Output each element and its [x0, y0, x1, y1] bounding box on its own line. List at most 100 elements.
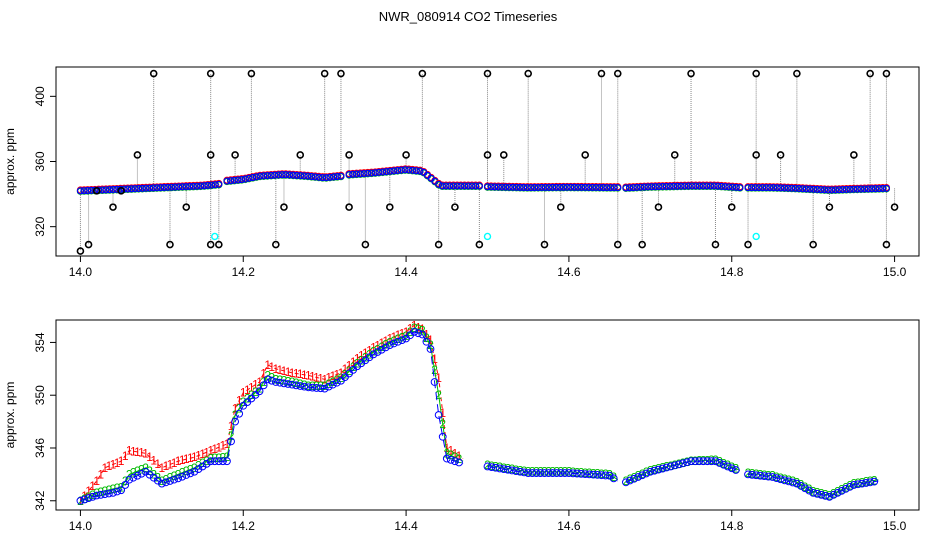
series-3-point: [275, 378, 284, 387]
series-3-point: [442, 454, 451, 463]
series-1-point: 1: [179, 453, 186, 467]
outlier-point: [475, 240, 484, 249]
series-1-point: 1: [220, 439, 227, 453]
series-2-point: 2: [89, 488, 96, 502]
y-axis-label: approx. ppm: [3, 382, 17, 449]
outlier-point: [76, 247, 85, 255]
series3-point: [710, 182, 718, 190]
x-tick-label: 15.0: [883, 519, 907, 533]
outlier-point: [345, 151, 353, 159]
series3-point: [300, 172, 308, 180]
series3-point: [831, 186, 840, 194]
series-2-point: 2: [769, 469, 776, 483]
series-2-point: 2: [496, 460, 503, 474]
series-3-point: [752, 471, 761, 480]
series-2-point: 2: [264, 368, 271, 382]
series-3-point: [438, 432, 447, 441]
series-3-point: [455, 458, 463, 467]
series-2-point: 2: [338, 371, 345, 385]
series-3-point: [288, 380, 297, 389]
series-1-point: 1: [232, 401, 239, 415]
series3-point: [282, 171, 290, 179]
series-3-point: [304, 383, 313, 392]
series-3-point: [772, 474, 781, 483]
series3-point: [520, 183, 528, 192]
series3-point: [552, 183, 560, 191]
series-1-point: 1: [443, 441, 450, 455]
outlier-point: [182, 203, 191, 211]
series3-point: [211, 181, 219, 189]
series3-point: [791, 184, 799, 192]
series3-point: [755, 183, 763, 192]
outlier-point: [613, 69, 622, 78]
series-2-point: 2: [342, 367, 349, 381]
series3-point: [717, 182, 726, 190]
series-3-point: [373, 348, 382, 356]
series3-point: [581, 183, 589, 191]
series-3-point: [780, 476, 789, 485]
series-3-point: [418, 330, 427, 339]
series-2-point: 2: [761, 468, 768, 482]
outlier-point: [206, 240, 215, 249]
series3-point: [349, 170, 357, 178]
series-3-point: [198, 462, 207, 471]
series3-point: [416, 167, 424, 175]
series3-point: [670, 182, 678, 190]
series-3-point: [202, 459, 211, 468]
series-3-point: [788, 478, 797, 487]
outlier-point: [361, 240, 370, 249]
series-1-point: 1: [309, 369, 316, 383]
series-3-point: [654, 465, 663, 474]
series3-point: [509, 183, 517, 191]
series-2-point: 2: [297, 377, 304, 391]
series3-point: [142, 184, 150, 192]
outlier-point: [84, 240, 93, 249]
series3-point: [762, 183, 770, 192]
series-1-point: 1: [411, 318, 418, 332]
series3-point: [263, 172, 272, 180]
series-2-point: 2: [562, 465, 569, 479]
y-tick-label: 360: [33, 151, 47, 171]
series-3-point: [634, 473, 643, 481]
series-1-point: 1: [154, 457, 161, 471]
series-2-point: 2: [745, 466, 752, 480]
series-3-point: [760, 472, 769, 481]
outlier-point: [402, 151, 410, 159]
series3-point: [614, 183, 622, 192]
series3-point: [230, 176, 238, 184]
series3-point: [498, 183, 506, 191]
series-3-point: [605, 471, 614, 480]
series-2-point: 2: [158, 474, 165, 488]
series-2-point: 2: [224, 450, 231, 464]
series-2-point: 2: [492, 459, 499, 473]
series-2-point: 2: [647, 463, 654, 477]
series3-point: [408, 166, 417, 174]
series-2-point: 2: [688, 454, 695, 468]
series-1-point: 1: [338, 366, 345, 380]
series3-point: [842, 185, 850, 194]
series3-point: [648, 183, 656, 191]
series3-point: [736, 183, 744, 192]
series-1-point: 1: [130, 444, 137, 458]
series-3-point: [223, 457, 231, 466]
series3-point: [592, 183, 600, 192]
series-2-point: 2: [675, 457, 682, 471]
series-2-point: 2: [175, 467, 182, 481]
series3-point: [599, 183, 607, 192]
series3-point: [326, 173, 334, 181]
series3-point: [879, 184, 887, 193]
series3-point: [138, 184, 146, 192]
series-1-point: 1: [277, 363, 284, 377]
series-2-point: 2: [667, 459, 674, 473]
series-3-point: [776, 475, 785, 484]
series-3-point: [756, 471, 765, 480]
series3-point: [487, 183, 495, 191]
series-2-point: 2: [281, 374, 288, 388]
series-3-point: [858, 479, 866, 488]
series3-point: [728, 183, 737, 191]
series-2-point: 2: [586, 466, 593, 480]
series-2-point: 2: [753, 467, 760, 481]
series3-point: [773, 184, 781, 192]
outlier-point: [272, 240, 280, 249]
series-3-point: [271, 378, 280, 386]
